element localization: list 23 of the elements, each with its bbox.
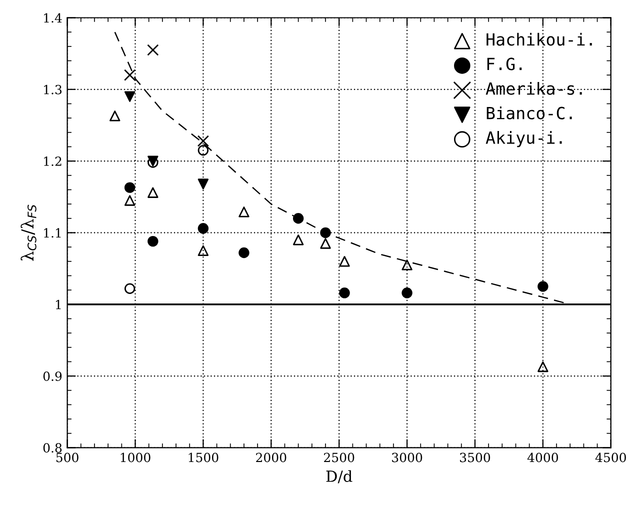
legend-label: Bianco-C. bbox=[486, 106, 572, 120]
x-tick-label: 4500 bbox=[595, 452, 626, 462]
x-tick-label: 2500 bbox=[324, 452, 354, 462]
y-tick-label: 0.8 bbox=[43, 443, 62, 453]
y-tick-label: 1.4 bbox=[44, 13, 62, 23]
legend-label: Amerika-s. bbox=[486, 82, 582, 95]
x-axis-title: D/d bbox=[326, 470, 352, 484]
legend-label: F.G. bbox=[487, 58, 522, 70]
x-tick-label: 3000 bbox=[392, 452, 422, 462]
x-tick-label: 500 bbox=[56, 452, 78, 462]
legend-label: Akiyu-i. bbox=[486, 131, 562, 148]
x-tick-label: 3500 bbox=[460, 452, 490, 462]
x-tick-label: 1000 bbox=[120, 452, 150, 462]
y-tick-label: 1 bbox=[56, 300, 61, 310]
y-tick-label: 0.9 bbox=[43, 371, 62, 381]
y-tick-label: 1.2 bbox=[44, 156, 62, 166]
x-tick-label: 2000 bbox=[256, 452, 286, 462]
x-tick-label: 4000 bbox=[527, 452, 558, 462]
x-tick-label: 1500 bbox=[188, 452, 218, 462]
y-tick-label: 1.3 bbox=[44, 84, 62, 94]
legend-label: Hachikou-i. bbox=[486, 32, 592, 46]
y-tick-label: 1.1 bbox=[44, 228, 61, 238]
y-axis-title: λ$_{CS}$/λ$_{FS}$ bbox=[20, 204, 36, 261]
